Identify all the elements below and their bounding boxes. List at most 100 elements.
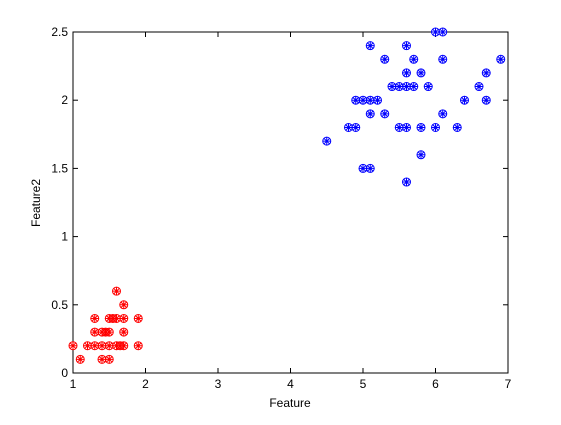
point [119, 327, 129, 337]
point [380, 109, 390, 119]
point-star [90, 341, 99, 350]
x-axis-label: Feature [269, 396, 311, 410]
point-star [395, 123, 404, 132]
point-star [496, 55, 505, 64]
point [133, 341, 143, 351]
point-star [105, 341, 114, 350]
point [365, 109, 375, 119]
point-star [112, 287, 121, 296]
point-star [431, 123, 440, 132]
point [68, 341, 78, 351]
point-star [424, 82, 433, 91]
point-star [116, 341, 125, 350]
point-star [105, 355, 114, 364]
point [133, 313, 143, 323]
y-tick-label: 0.5 [51, 298, 68, 312]
point-star [417, 150, 425, 159]
point-star [373, 96, 382, 105]
point-star [98, 355, 106, 364]
point [438, 54, 448, 64]
point [344, 122, 353, 132]
point-star [359, 164, 367, 173]
point-star [366, 96, 375, 105]
y-tick-label: 0 [61, 366, 68, 380]
point [431, 122, 440, 132]
point [365, 41, 375, 51]
point [75, 354, 85, 364]
point [108, 313, 118, 323]
point-star [134, 341, 143, 350]
point [104, 354, 114, 364]
y-tick-label: 2 [61, 93, 68, 107]
point-star [395, 82, 404, 91]
point [460, 95, 469, 105]
point-star [402, 123, 411, 132]
point-star [344, 123, 353, 132]
x-tick-label: 6 [432, 377, 439, 391]
point [409, 54, 419, 64]
point-star [119, 314, 128, 323]
point-star [402, 68, 411, 77]
y-tick-label: 1 [61, 230, 68, 244]
point [474, 82, 484, 92]
point-star [431, 28, 440, 36]
point [351, 95, 361, 105]
point [402, 68, 411, 78]
point-star [366, 164, 375, 173]
point-star [460, 96, 469, 105]
point [438, 109, 448, 119]
point-star [482, 68, 491, 77]
x-tick-label: 5 [360, 377, 367, 391]
point-star [438, 109, 447, 118]
point-star [90, 314, 99, 323]
point [387, 82, 397, 92]
y-axis-label: Feature2 [29, 179, 43, 227]
point [112, 286, 121, 296]
point [416, 68, 426, 78]
y-tick-label: 1.5 [51, 161, 68, 175]
point-star [417, 123, 425, 132]
x-tick-label: 4 [287, 377, 294, 391]
point-star [409, 82, 418, 91]
point-star [351, 96, 360, 105]
point [90, 313, 100, 323]
point-star [482, 96, 491, 105]
point-star [402, 178, 411, 187]
point-star [359, 96, 367, 105]
point-star [366, 109, 375, 118]
point-star [83, 341, 92, 350]
point [496, 54, 506, 64]
point [322, 136, 332, 146]
point-star [351, 123, 360, 132]
point-star [119, 300, 128, 309]
point-star [322, 137, 331, 146]
point [119, 300, 129, 310]
point-star [388, 82, 396, 91]
point [380, 54, 390, 64]
plot-box [72, 31, 509, 374]
x-tick-label: 3 [215, 377, 222, 391]
point-star [409, 55, 418, 64]
point-star [98, 341, 106, 350]
point-star [366, 41, 375, 50]
point [365, 163, 375, 173]
point-star [108, 314, 117, 323]
point-star [119, 328, 128, 337]
point [438, 27, 448, 37]
point [402, 41, 411, 51]
point [402, 177, 411, 187]
point-star [475, 82, 483, 91]
point [416, 122, 426, 132]
x-tick-label: 1 [70, 377, 77, 391]
point [423, 82, 433, 92]
point-star [380, 55, 389, 64]
point-star [380, 109, 389, 118]
point-star [134, 314, 143, 323]
point [481, 68, 491, 78]
point [101, 327, 111, 337]
point [416, 150, 426, 160]
point-star [417, 68, 425, 77]
point [452, 122, 462, 132]
point-star [69, 341, 77, 350]
